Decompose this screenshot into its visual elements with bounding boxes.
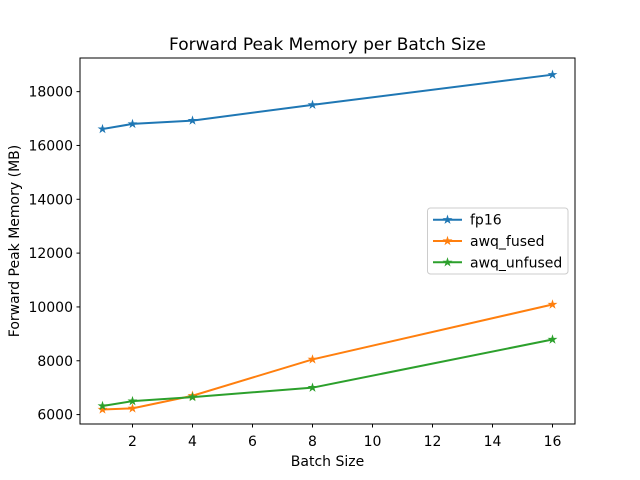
legend-label: fp16 [470, 213, 502, 229]
y-tick-label: 10000 [28, 300, 73, 316]
y-tick-label: 16000 [28, 138, 73, 154]
x-tick-label: 16 [544, 434, 562, 450]
series-markers-awq_unfused [97, 334, 558, 411]
data-point-marker [307, 354, 318, 364]
legend-label: awq_fused [470, 234, 545, 250]
x-tick-label: 10 [364, 434, 382, 450]
series-markers-fp16 [97, 69, 558, 134]
data-point-marker [307, 99, 318, 110]
data-point-marker [127, 395, 138, 406]
legend-marker-star-icon [442, 257, 453, 267]
legend-item-fp16: fp16 [433, 213, 502, 229]
data-point-marker [127, 118, 138, 129]
series-line-fp16 [101, 73, 554, 131]
data-point-marker [547, 334, 558, 344]
legend: fp16 awq_fused awq_unfused [427, 207, 569, 275]
legend-item-awq_fused: awq_fused [433, 234, 545, 250]
series-line-awq_fused [101, 303, 554, 411]
y-tick-label: 12000 [28, 246, 73, 262]
plot-area: 2 4 6 8 10 12 14 16 6000 8000 10000 12000 14000 16000… [28, 57, 576, 450]
plot-border [79, 57, 576, 425]
legend-marker-star-icon [442, 214, 453, 224]
legend-label: awq_unfused [470, 255, 562, 271]
x-tick-label: 4 [188, 434, 197, 450]
data-point-marker [547, 299, 558, 309]
y-axis-label: Forward Peak Memory (MB) [7, 145, 23, 337]
data-point-marker [187, 115, 198, 125]
y-tick-label: 6000 [37, 408, 73, 424]
y-tick-label: 14000 [28, 192, 73, 208]
x-axis-label: Batch Size [291, 454, 364, 470]
data-point-marker [97, 400, 108, 411]
data-point-marker [127, 403, 138, 413]
data-point-marker [307, 382, 318, 392]
data-point-marker [97, 123, 108, 134]
x-tick-label: 14 [484, 434, 502, 450]
x-tick-label: 2 [128, 434, 137, 450]
series-line-awq_unfused [101, 338, 554, 407]
data-point-marker [97, 404, 108, 414]
legend-marker-star-icon [442, 235, 453, 246]
data-point-marker [187, 391, 198, 402]
legend-box [427, 207, 569, 275]
x-tick-label: 8 [308, 434, 317, 450]
y-tick-label: 8000 [37, 354, 73, 370]
x-tick-label: 12 [424, 434, 442, 450]
legend-item-awq_unfused: awq_unfused [433, 255, 562, 271]
chart-title: Forward Peak Memory per Batch Size [169, 35, 486, 55]
data-point-marker [547, 69, 558, 79]
y-tick-label: 18000 [28, 85, 73, 101]
x-tick-label: 6 [248, 434, 257, 450]
